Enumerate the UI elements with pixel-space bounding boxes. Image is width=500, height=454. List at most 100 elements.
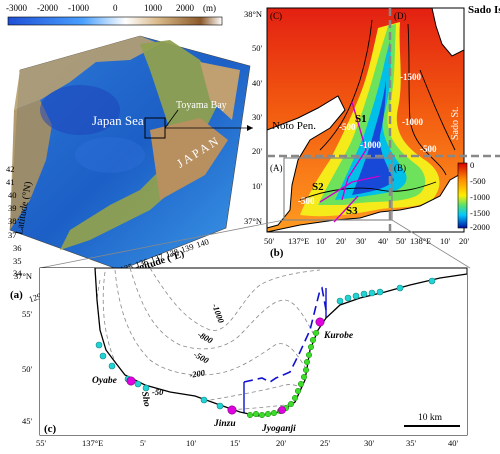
cyan-station [336,297,344,305]
b-lat-40: 40' [252,78,263,88]
c-lon-35: 35' [406,438,417,448]
a-lat-34: 34 [13,268,22,278]
river-label-jyoganji: Jyoganji [261,424,296,434]
green-station [300,373,308,381]
c-contour-50: -50 [152,387,164,397]
c-lon-5: 5' [140,438,146,448]
c-lat-55: 55' [22,309,33,319]
b-cb-2000: -2000 [470,222,490,232]
cb-a-tick-1: -2000 [37,3,58,13]
a-lon-140: 140 [195,236,210,249]
c-lon-137e: 137°E [82,438,103,448]
panel-b: (A) (B) (C) (D) -500 -1500 -1000 -500 -1… [39,4,500,269]
cyan-station [108,362,116,370]
green-station [303,358,311,366]
b-corner-c: (C) [270,11,282,21]
scalebar-label: 10 km [418,413,443,423]
b-section-s3: S3 [346,205,358,217]
b-section-s2: S2 [312,181,324,193]
cyan-station [428,277,436,285]
a-lon-138: 138 [164,246,179,259]
b-lat-30: 30' [252,112,263,122]
a-lat-39: 39 [8,203,17,213]
b-lat-37n: 37°N [244,216,262,226]
b-lon-20b: 20' [459,236,470,246]
b-section-s1: S1 [355,113,367,125]
b-corner-d: (D) [394,11,407,21]
c-lon-55: 55' [36,438,47,448]
b-lon-50b: 50' [396,236,407,246]
b-lon-30: 30' [356,236,367,246]
b-cb-0: 0 [470,160,474,170]
b-lon-10b: 10' [440,236,451,246]
river-label-oyabe: Oyabe [92,376,118,386]
b-lat-50: 50' [252,43,263,53]
c-lat-37n: 37°N [14,271,32,281]
cyan-station [216,402,224,410]
cb-a-tick-0: -3000 [6,3,27,13]
cb-a-tick-5: 2000 [176,3,195,13]
river-mouth-oyabe [126,376,136,386]
panel-b-c-box [283,157,393,221]
river-mouth-jinzu [227,405,237,415]
b-place-sado-st: Sado St. [450,107,461,140]
b-contour-1000-b: -1000 [360,140,381,150]
green-station [302,366,310,374]
c-contour-200: -200 [189,367,207,380]
a-lon-129: 129 [27,291,42,304]
b-contour-500-c: -500 [298,196,315,206]
cyan-station [134,380,142,388]
green-station [307,343,315,351]
cb-a-tick-2: -1000 [68,3,89,13]
a-lat-38: 38 [8,216,17,226]
b-lon-20a: 20' [336,236,347,246]
panel-a-map [9,35,253,271]
b-corner-a: (A) [270,163,283,173]
a-lat-36: 36 [13,243,22,253]
a-lat-37: 37 [8,230,17,240]
river-label-jinzu: Jinzu [213,419,236,429]
b-lon-10a: 10' [316,236,327,246]
river-mouth-kurobe [315,317,325,327]
green-station [246,411,254,419]
b-place-noto: Noto Pen. [272,120,316,132]
c-lat-45: 45' [22,416,33,426]
c-lon-10: 10' [186,438,197,448]
c-lon-30: 30' [364,438,375,448]
green-station [305,351,313,359]
green-station [287,400,295,408]
cyan-station [200,396,208,404]
b-lon-40: 40' [378,236,389,246]
panel-b-colorbar [457,162,468,229]
green-station [309,336,317,344]
cyan-station [396,284,404,292]
c-lon-40: 40' [448,438,459,448]
b-contour-1500: -1500 [400,72,421,82]
b-contour-1000-a: -1000 [402,117,423,127]
green-station [291,394,299,402]
river-label-kurobe: Kurobe [323,331,354,341]
a-lat-40: 40 [8,190,17,200]
a-lon-139: 139 [180,241,195,254]
a-lat-35: 35 [13,256,22,266]
b-lat-10: 10' [252,181,263,191]
b-place-sado-is: Sado Is. [468,4,500,16]
a-lon-137: 137 [149,251,164,264]
b-lon-138e: 138°E [410,236,431,246]
a-lon-136: 136 [134,256,149,269]
c-lat-50: 50' [22,364,33,374]
cyan-station [360,290,368,298]
b-lat-38n: 38°N [244,9,262,19]
b-cb-1000: -1000 [470,192,490,202]
panel-a-bay-label: Toyama Bay [176,100,227,111]
cb-a-unit: (m) [203,3,216,13]
cyan-station [95,341,103,349]
b-cb-1500: -1500 [470,208,490,218]
a-lat-42: 42 [6,164,15,174]
cyan-station [344,294,352,302]
b-lon-50a: 50' [264,236,275,246]
green-station [252,410,260,418]
panel-a-label: (a) [10,289,23,301]
green-station [312,329,320,337]
